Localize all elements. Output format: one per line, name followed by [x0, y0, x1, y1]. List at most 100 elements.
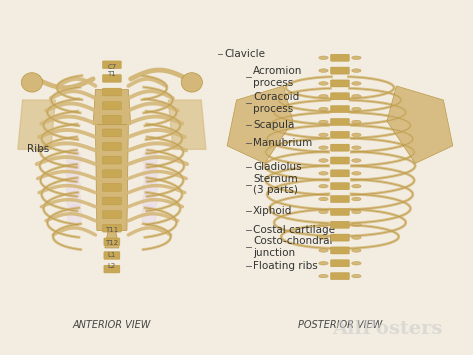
- Ellipse shape: [352, 94, 361, 98]
- FancyBboxPatch shape: [103, 184, 121, 191]
- FancyBboxPatch shape: [331, 234, 350, 241]
- FancyBboxPatch shape: [103, 61, 121, 69]
- Text: AllPosters: AllPosters: [332, 320, 442, 338]
- Ellipse shape: [352, 185, 361, 188]
- FancyBboxPatch shape: [331, 208, 350, 215]
- Ellipse shape: [352, 120, 361, 124]
- Text: ANTERIOR VIEW: ANTERIOR VIEW: [73, 321, 151, 331]
- Ellipse shape: [68, 205, 82, 226]
- Text: C7: C7: [107, 64, 116, 70]
- Ellipse shape: [319, 146, 328, 149]
- Ellipse shape: [352, 133, 361, 137]
- Ellipse shape: [143, 177, 157, 198]
- Ellipse shape: [319, 69, 328, 72]
- Text: Manubrium: Manubrium: [253, 138, 312, 148]
- Text: Sternum
(3 parts): Sternum (3 parts): [253, 174, 298, 195]
- Text: L2: L2: [108, 263, 116, 268]
- Polygon shape: [168, 100, 206, 149]
- Ellipse shape: [352, 248, 361, 252]
- Text: T1: T1: [107, 71, 116, 77]
- Ellipse shape: [319, 274, 328, 278]
- FancyBboxPatch shape: [331, 170, 350, 177]
- FancyBboxPatch shape: [331, 119, 350, 126]
- Ellipse shape: [352, 171, 361, 175]
- Ellipse shape: [66, 162, 80, 184]
- Text: POSTERIOR VIEW: POSTERIOR VIEW: [298, 321, 382, 331]
- FancyBboxPatch shape: [331, 144, 350, 151]
- FancyBboxPatch shape: [331, 260, 350, 267]
- FancyBboxPatch shape: [103, 224, 121, 232]
- FancyBboxPatch shape: [331, 183, 350, 190]
- FancyBboxPatch shape: [331, 157, 350, 164]
- FancyBboxPatch shape: [331, 131, 350, 138]
- Ellipse shape: [21, 73, 43, 92]
- Ellipse shape: [319, 120, 328, 124]
- FancyBboxPatch shape: [103, 170, 121, 178]
- Text: Coracoid
process: Coracoid process: [253, 92, 299, 114]
- FancyBboxPatch shape: [103, 143, 121, 151]
- Ellipse shape: [67, 149, 81, 170]
- FancyBboxPatch shape: [331, 93, 350, 100]
- FancyBboxPatch shape: [331, 273, 350, 280]
- Polygon shape: [387, 86, 453, 163]
- FancyBboxPatch shape: [331, 67, 350, 74]
- Ellipse shape: [319, 223, 328, 226]
- Text: L1: L1: [108, 252, 116, 258]
- Polygon shape: [105, 230, 119, 248]
- Ellipse shape: [319, 262, 328, 265]
- Ellipse shape: [352, 223, 361, 226]
- FancyBboxPatch shape: [331, 105, 350, 113]
- FancyBboxPatch shape: [331, 247, 350, 254]
- Polygon shape: [227, 86, 293, 163]
- FancyBboxPatch shape: [331, 80, 350, 87]
- Ellipse shape: [352, 197, 361, 201]
- Text: Costo-chondral
junction: Costo-chondral junction: [253, 236, 333, 258]
- Polygon shape: [93, 89, 131, 125]
- Text: Floating ribs: Floating ribs: [253, 261, 318, 271]
- Ellipse shape: [143, 162, 158, 184]
- Ellipse shape: [319, 210, 328, 214]
- Ellipse shape: [319, 133, 328, 137]
- Ellipse shape: [319, 185, 328, 188]
- Ellipse shape: [352, 274, 361, 278]
- FancyBboxPatch shape: [331, 54, 350, 61]
- Ellipse shape: [319, 107, 328, 111]
- Ellipse shape: [143, 149, 157, 170]
- Text: Clavicle: Clavicle: [225, 49, 266, 59]
- Ellipse shape: [142, 205, 156, 226]
- Ellipse shape: [352, 107, 361, 111]
- Ellipse shape: [319, 248, 328, 252]
- Text: Scapula: Scapula: [253, 120, 294, 130]
- Ellipse shape: [352, 146, 361, 149]
- Ellipse shape: [352, 159, 361, 162]
- Text: T11: T11: [105, 227, 119, 233]
- Ellipse shape: [67, 191, 81, 212]
- Ellipse shape: [319, 94, 328, 98]
- Ellipse shape: [319, 236, 328, 239]
- FancyBboxPatch shape: [104, 238, 120, 246]
- FancyBboxPatch shape: [103, 129, 121, 137]
- Text: Costal cartilage: Costal cartilage: [253, 225, 335, 235]
- Ellipse shape: [319, 171, 328, 175]
- Text: Xiphoid: Xiphoid: [253, 206, 292, 216]
- FancyBboxPatch shape: [103, 156, 121, 164]
- FancyBboxPatch shape: [331, 196, 350, 203]
- FancyBboxPatch shape: [331, 221, 350, 228]
- FancyBboxPatch shape: [103, 211, 121, 218]
- Ellipse shape: [319, 159, 328, 162]
- Polygon shape: [18, 100, 55, 149]
- Ellipse shape: [352, 210, 361, 214]
- Ellipse shape: [352, 56, 361, 60]
- Text: T12: T12: [105, 240, 118, 246]
- Ellipse shape: [67, 177, 81, 198]
- FancyBboxPatch shape: [103, 75, 121, 82]
- Polygon shape: [96, 125, 128, 230]
- Ellipse shape: [352, 82, 361, 85]
- Text: Ribs: Ribs: [27, 144, 50, 154]
- FancyBboxPatch shape: [104, 265, 120, 273]
- FancyBboxPatch shape: [103, 102, 121, 110]
- Polygon shape: [30, 44, 194, 311]
- Text: Gladiolus: Gladiolus: [253, 162, 302, 172]
- Ellipse shape: [319, 197, 328, 201]
- Ellipse shape: [319, 82, 328, 85]
